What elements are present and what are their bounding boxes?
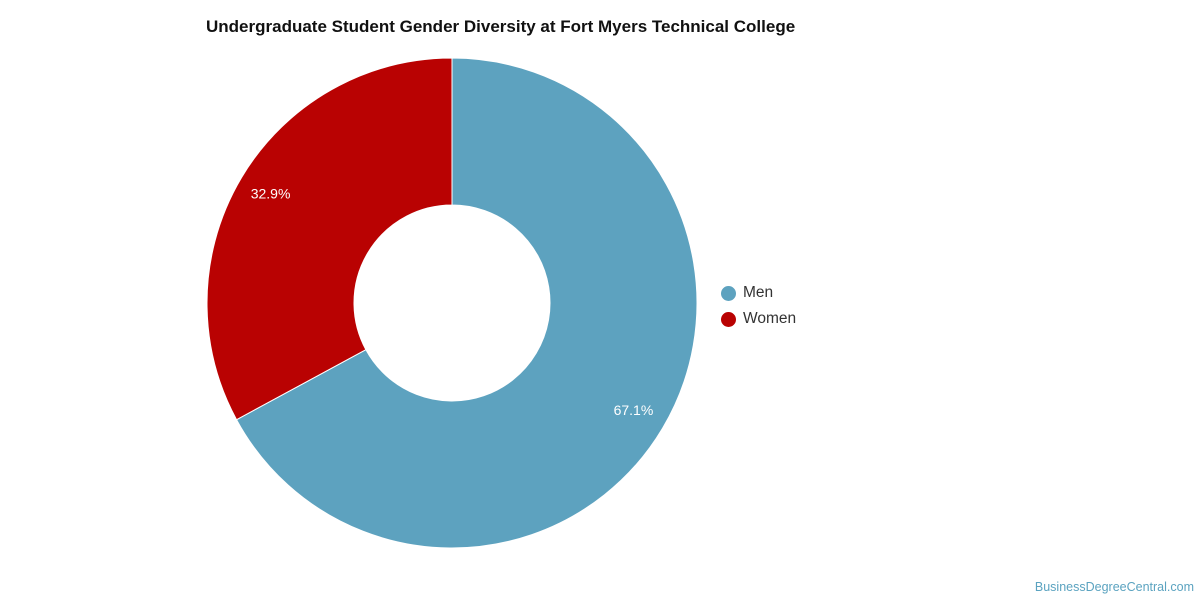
legend-item-women[interactable]: Women bbox=[721, 306, 796, 332]
chart-title: Undergraduate Student Gender Diversity a… bbox=[206, 17, 796, 36]
chart-legend: Men Women bbox=[721, 280, 796, 332]
data-label-women: 32.9% bbox=[251, 186, 291, 202]
legend-label-men: Men bbox=[743, 284, 774, 301]
slice-men[interactable] bbox=[235, 57, 698, 549]
watermark[interactable]: BusinessDegreeCentral.com bbox=[1034, 580, 1194, 594]
legend-label-women: Women bbox=[743, 310, 797, 327]
legend-swatch-women bbox=[721, 311, 736, 327]
legend-swatch-men bbox=[721, 285, 736, 301]
legend-item-men[interactable]: Men bbox=[721, 280, 796, 306]
data-label-men: 67.1% bbox=[614, 402, 654, 418]
slice-women[interactable] bbox=[206, 57, 453, 421]
